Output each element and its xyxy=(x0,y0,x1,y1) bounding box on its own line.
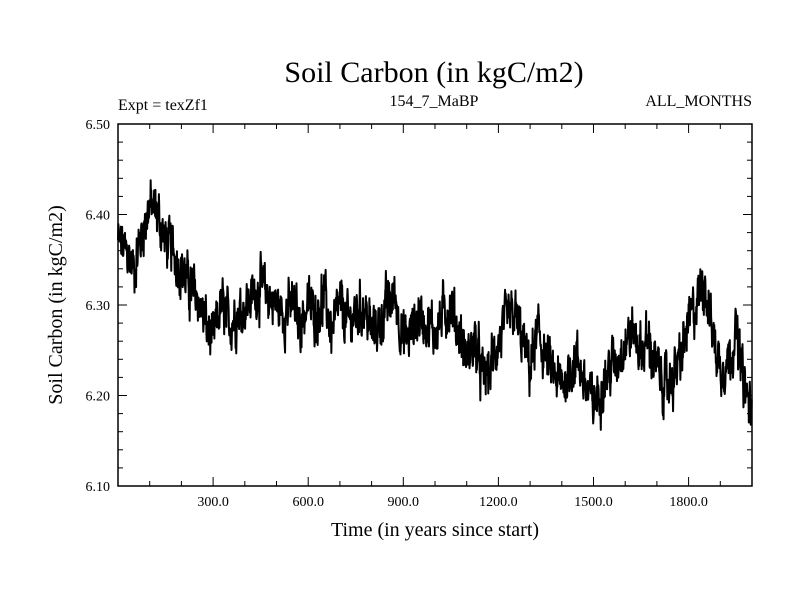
y-tick-label: 6.30 xyxy=(86,299,111,314)
x-tick-label: 1500.0 xyxy=(574,495,613,510)
x-tick-label: 1800.0 xyxy=(669,495,708,510)
chart-subtitle-right: ALL_MONTHS xyxy=(645,93,752,110)
y-axis-title: Soil Carbon (in kgC/m2) xyxy=(45,205,67,404)
x-tick-label: 600.0 xyxy=(292,495,324,510)
x-tick-label: 1200.0 xyxy=(479,495,518,510)
chart-title: Soil Carbon (in kgC/m2) xyxy=(284,56,583,89)
chart-subtitle-center: 154_7_MaBP xyxy=(390,93,479,110)
y-tick-label: 6.40 xyxy=(86,209,111,224)
x-axis-title: Time (in years since start) xyxy=(331,519,539,541)
series-line-soil-carbon xyxy=(117,179,753,431)
chart-subtitle-left: Expt = texZf1 xyxy=(118,97,208,114)
y-tick-label: 6.50 xyxy=(86,118,111,133)
x-tick-label: 900.0 xyxy=(388,495,420,510)
axis-tick-labels: 300.0 600.0 900.0 1200.0 1500.0 1800.0 6.10 6.2… xyxy=(86,118,708,510)
y-tick-label: 6.10 xyxy=(86,480,111,495)
y-tick-label: 6.20 xyxy=(86,390,111,405)
axis-ticks xyxy=(118,124,752,486)
x-tick-label: 300.0 xyxy=(197,495,229,510)
plot-frame xyxy=(117,123,753,487)
